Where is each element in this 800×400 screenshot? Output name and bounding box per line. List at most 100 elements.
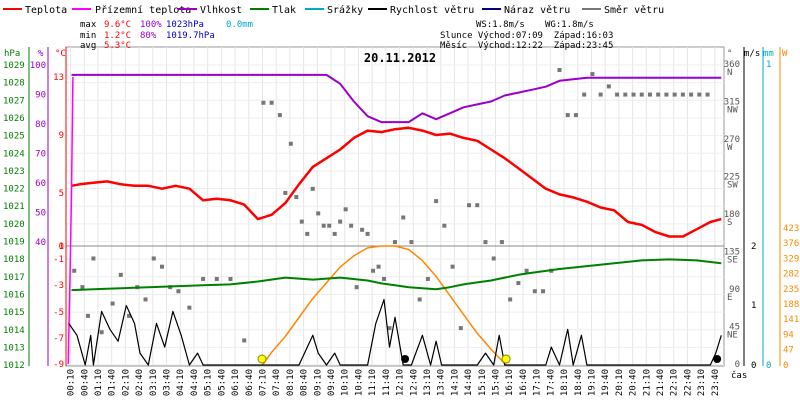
hpa-tick-label: 1020: [3, 220, 25, 230]
wind-direction-point: [118, 272, 123, 277]
wind-direction-point: [143, 297, 148, 302]
hpa-tick-label: 1013: [3, 343, 25, 353]
wind-direction-point: [499, 240, 504, 245]
wind-direction-point: [228, 276, 233, 281]
wind-direction-point: [277, 113, 282, 118]
wind-direction-point: [475, 203, 480, 208]
info-wg: WG:1.8m/s: [545, 20, 594, 30]
hpa-tick-label: 1026: [3, 114, 25, 124]
wind-direction-point: [557, 68, 562, 72]
stat-max-rain: 0.0mm: [226, 20, 253, 30]
wind-direction-point: [697, 92, 702, 97]
wind-direction-point: [159, 264, 164, 269]
x-tick-label: 22:10: [670, 369, 680, 396]
unit-hpa: hPa: [4, 49, 20, 59]
wind-direction-point: [360, 227, 365, 232]
hpa-tick-label: 1029: [3, 61, 25, 71]
x-tick-label: 16:10: [505, 369, 515, 396]
x-tick-label: 06:40: [245, 369, 255, 396]
unit-pct: %: [38, 49, 44, 59]
info-block: WS:1.8m/s WG:1.8m/s Slunce Východ:07:09 …: [440, 20, 613, 51]
wind-direction-point: [201, 276, 206, 281]
stat-max-temp: 9.6°C: [104, 20, 131, 30]
solar-line: [261, 245, 507, 366]
wind-direction-point: [72, 268, 77, 273]
solar-tick-label: 376: [783, 239, 799, 249]
direction-tick-name: W: [727, 143, 733, 153]
humidity-tick-label: 40: [35, 238, 46, 248]
x-tick-label: 11:10: [368, 369, 378, 396]
wind-direction-point: [450, 264, 455, 269]
hpa-tick-label: 1014: [3, 326, 25, 336]
legend-label-teplota: Teplota: [25, 5, 67, 16]
unit-cas: čas: [731, 370, 747, 381]
stat-min-pres: 1019.7hPa: [166, 31, 215, 41]
x-tick-label: 04:40: [190, 369, 200, 396]
legend: Teplota Přízemní teplota Vlhkost Tlak Sr…: [3, 4, 664, 16]
x-tick-label: 10:40: [354, 369, 364, 396]
wind-direction-point: [327, 223, 332, 228]
wind-direction-point: [371, 268, 376, 273]
x-tick-label: 21:10: [642, 369, 652, 396]
wind-direction-point: [656, 92, 661, 97]
humidity-tick-label: 90: [35, 91, 46, 101]
wind-direction-point: [288, 141, 293, 146]
stat-min-label: min: [80, 31, 96, 41]
humidity-tick-label: 60: [35, 179, 46, 189]
x-tick-label: 23:40: [711, 369, 721, 396]
direction-tick-label: 270: [724, 135, 740, 145]
x-tick-label: 05:10: [204, 369, 214, 396]
pressure-line: [71, 258, 722, 292]
x-tick-label: 09:10: [313, 369, 323, 396]
x-tick-label: 20:40: [629, 369, 639, 396]
wind-direction-point: [467, 203, 472, 208]
wind-direction-point: [401, 215, 406, 220]
solar-tick-label: 94: [783, 330, 794, 340]
wind-direction-point: [294, 195, 299, 200]
wind-direction-point: [705, 92, 710, 97]
unit-deg: °: [727, 49, 732, 59]
hpa-tick-label: 1016: [3, 290, 25, 300]
direction-tick-label: 90: [729, 285, 740, 295]
hpa-tick-label: 1019: [3, 238, 25, 248]
solar-tick-label: 282: [783, 270, 799, 280]
hpa-tick-label: 1028: [3, 79, 25, 89]
wind-direction-point: [305, 231, 310, 236]
axis-units: hPa % °C ° m/s mm W čas: [4, 49, 788, 381]
wind-tick-label: 1: [751, 301, 756, 311]
x-tick-label: 15:40: [492, 369, 502, 396]
hpa-tick-label: 1012: [3, 361, 25, 371]
stat-avg-temp: 5.3°C: [104, 41, 131, 51]
x-tick-label: 06:10: [231, 369, 241, 396]
hpa-tick-label: 1024: [3, 149, 25, 159]
direction-tick-label: 0: [735, 360, 740, 370]
direction-tick-name: NW: [727, 106, 738, 116]
solar-tick-label: 423: [783, 224, 799, 234]
wind-direction-point: [442, 223, 447, 228]
legend-label-smer-vetru: Směr větru: [604, 4, 664, 16]
x-tick-label: 08:10: [286, 369, 296, 396]
wind-direction-point: [425, 276, 430, 281]
humidity-tick-label: 80: [35, 120, 46, 130]
wind-tick-label: 2: [751, 242, 756, 252]
hpa-tick-label: 1025: [3, 132, 25, 142]
x-tick-label: 17:10: [533, 369, 543, 396]
wind-direction-point: [647, 92, 652, 97]
hpa-tick-label: 1021: [3, 202, 25, 212]
x-tick-label: 00:10: [67, 369, 77, 396]
moonset-marker: [713, 355, 722, 363]
solar-tick-label: 329: [783, 254, 799, 264]
temperature-tick-label: -5: [53, 308, 64, 318]
wind-direction-point: [261, 100, 266, 105]
humidity-tick-label: 70: [35, 150, 46, 160]
x-tick-label: 01:40: [108, 369, 118, 396]
temperature-tick-label: -1: [53, 255, 64, 265]
wind-direction-point: [382, 276, 387, 281]
direction-tick-label: 225: [724, 173, 740, 183]
x-tick-label: 18:10: [560, 369, 570, 396]
direction-tick-label: 360: [724, 60, 740, 70]
direction-tick-name: SW: [727, 181, 738, 191]
x-tick-label: 02:10: [121, 369, 131, 396]
x-tick-label: 00:40: [80, 369, 90, 396]
x-tick-label: 22:40: [683, 369, 693, 396]
